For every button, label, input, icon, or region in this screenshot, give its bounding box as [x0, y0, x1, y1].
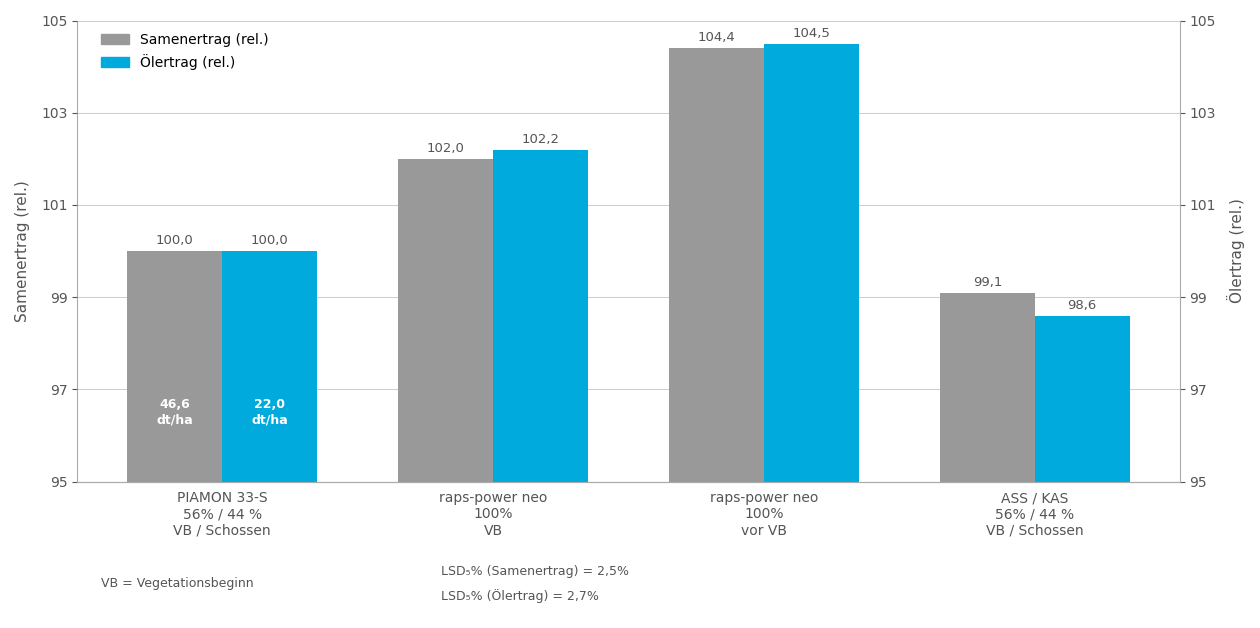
Y-axis label: Ölertrag (rel.): Ölertrag (rel.)	[1227, 198, 1245, 303]
Bar	[493, 149, 588, 628]
Text: 99,1: 99,1	[973, 276, 1002, 289]
Text: 102,0: 102,0	[427, 142, 465, 155]
Bar	[669, 48, 764, 628]
Text: LSD₅% (Samenertrag) = 2,5%: LSD₅% (Samenertrag) = 2,5%	[441, 565, 629, 578]
Text: 104,5: 104,5	[793, 27, 830, 40]
Text: 100,0: 100,0	[251, 234, 289, 247]
Y-axis label: Samenertrag (rel.): Samenertrag (rel.)	[15, 180, 30, 322]
Text: 102,2: 102,2	[522, 133, 559, 146]
Text: 98,6: 98,6	[1067, 299, 1096, 312]
Text: VB = Vegetationsbeginn: VB = Vegetationsbeginn	[101, 577, 253, 590]
Text: LSD₅% (Ölertrag) = 2,7%: LSD₅% (Ölertrag) = 2,7%	[441, 589, 598, 603]
Text: 22,0
dt/ha: 22,0 dt/ha	[251, 398, 289, 426]
Bar	[127, 251, 222, 628]
Bar	[940, 293, 1034, 628]
Legend: Samenertrag (rel.), Ölertrag (rel.): Samenertrag (rel.), Ölertrag (rel.)	[96, 28, 273, 75]
Bar	[222, 251, 318, 628]
Bar	[764, 43, 859, 628]
Bar	[1034, 315, 1129, 628]
Bar	[398, 159, 493, 628]
Text: 104,4: 104,4	[698, 31, 736, 45]
Text: 46,6
dt/ha: 46,6 dt/ha	[156, 398, 193, 426]
Text: 100,0: 100,0	[156, 234, 194, 247]
